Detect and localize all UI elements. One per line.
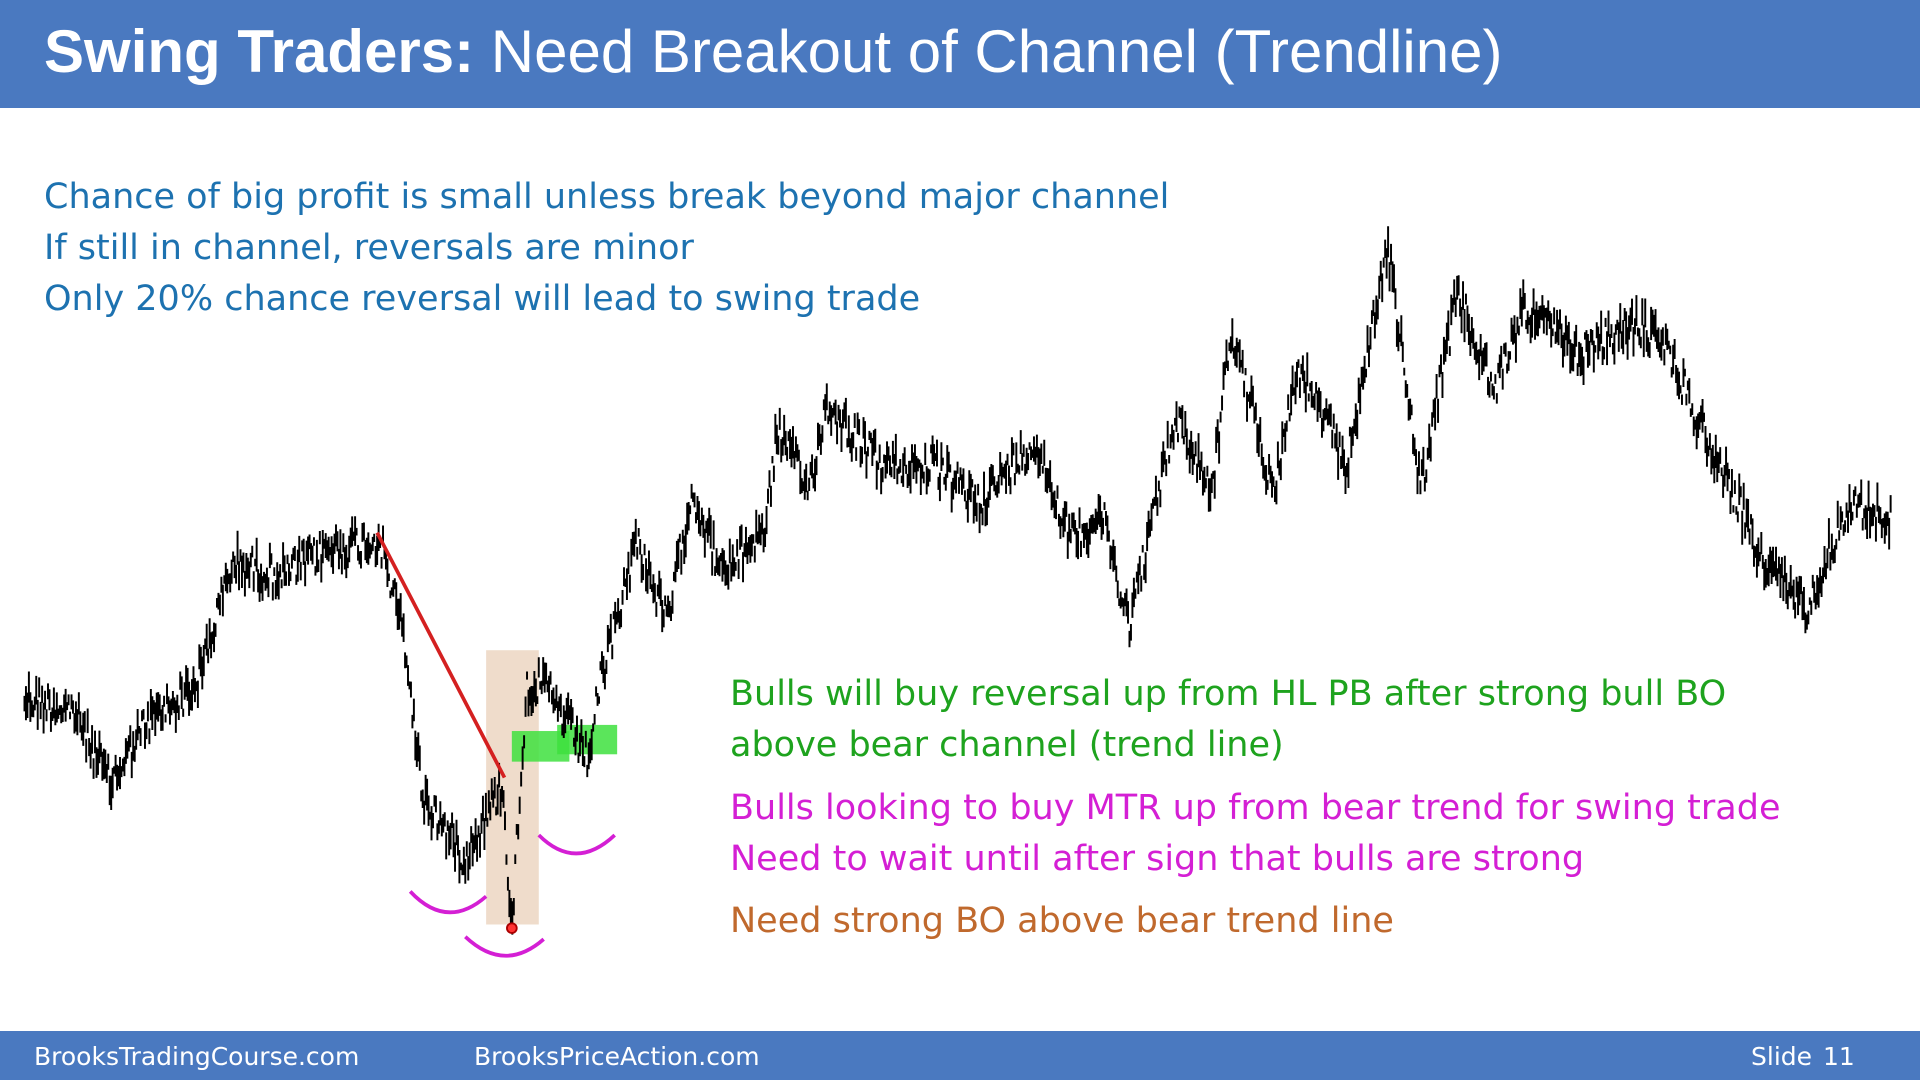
slide-number: 11 <box>1823 1042 1855 1071</box>
note-line: Bulls looking to buy MTR up from bear tr… <box>730 788 1781 828</box>
note-line: Need to wait until after sign that bulls… <box>730 839 1585 879</box>
trend-line <box>375 531 507 779</box>
intro-line: If still in channel, reversals are minor <box>44 228 694 268</box>
arc <box>408 890 488 915</box>
header: Swing Traders: Need Breakout of Channel … <box>0 0 1920 108</box>
arc <box>464 935 545 958</box>
footer: BrooksTradingCourse.com BrooksPriceActio… <box>0 1031 1920 1080</box>
arc <box>537 833 616 856</box>
green-zone <box>557 724 618 755</box>
price-bars <box>23 226 1892 935</box>
footer-link: BrooksTradingCourse.com <box>34 1042 360 1071</box>
intro-line: Only 20% chance reversal will lead to sw… <box>44 279 921 319</box>
title-bold: Swing Traders: <box>44 18 475 85</box>
title: Need Breakout of Channel (Trendline) <box>490 18 1503 85</box>
low-dot <box>506 922 518 934</box>
slide-label: Slide <box>1751 1042 1813 1071</box>
note-line: Need strong BO above bear trend line <box>730 901 1394 941</box>
footer-link: BrooksPriceAction.com <box>474 1042 760 1071</box>
note-line: Bulls will buy reversal up from HL PB af… <box>730 674 1727 714</box>
intro-line: Chance of big profit is small unless bre… <box>44 177 1170 217</box>
note-line: above bear channel (trend line) <box>730 725 1284 765</box>
